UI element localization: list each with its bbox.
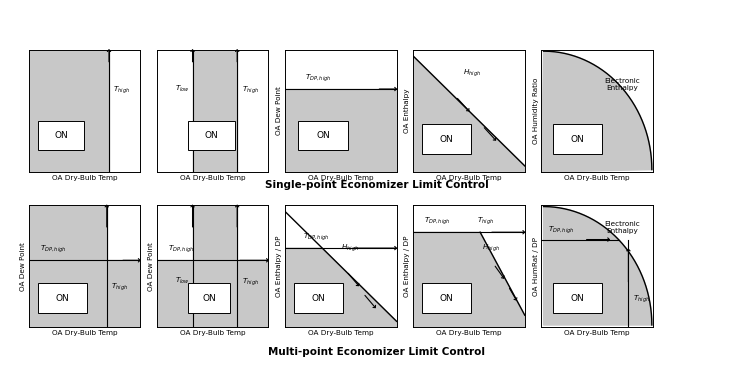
X-axis label: OA Dry-Bulb Temp: OA Dry-Bulb Temp xyxy=(436,330,502,336)
Bar xyxy=(294,283,343,313)
X-axis label: OA Dry-Bulb Temp: OA Dry-Bulb Temp xyxy=(308,175,374,181)
Bar xyxy=(553,283,602,313)
Text: ON: ON xyxy=(440,294,454,303)
Text: $T_{high}$: $T_{high}$ xyxy=(241,276,259,287)
Text: $T_{DP,high}$: $T_{DP,high}$ xyxy=(548,224,575,236)
Y-axis label: OA Dew Point: OA Dew Point xyxy=(148,242,154,291)
Text: ON: ON xyxy=(55,294,69,303)
Text: ON: ON xyxy=(440,135,454,144)
Text: $T_{high}$: $T_{high}$ xyxy=(241,84,259,95)
X-axis label: OA Dry-Bulb Temp: OA Dry-Bulb Temp xyxy=(308,330,374,336)
Y-axis label: OA Enthalpy: OA Enthalpy xyxy=(404,89,410,133)
Text: ON: ON xyxy=(570,135,584,144)
Text: $T_{DP,high}$: $T_{DP,high}$ xyxy=(303,232,329,243)
Text: $T_{DP,high}$: $T_{DP,high}$ xyxy=(425,216,451,227)
Bar xyxy=(299,121,348,150)
Text: $H_{high}$: $H_{high}$ xyxy=(341,243,359,254)
Y-axis label: OA Dew Point: OA Dew Point xyxy=(276,87,282,135)
Y-axis label: OA Humidity Ratio: OA Humidity Ratio xyxy=(532,78,538,144)
Text: ON: ON xyxy=(570,294,584,303)
Text: $T_{high}$: $T_{high}$ xyxy=(633,293,650,305)
X-axis label: OA Dry-Bulb Temp: OA Dry-Bulb Temp xyxy=(179,175,246,181)
Text: Multi-point Economizer Limit Control: Multi-point Economizer Limit Control xyxy=(268,347,486,357)
X-axis label: OA Dry-Bulb Temp: OA Dry-Bulb Temp xyxy=(436,175,502,181)
Bar xyxy=(553,124,602,154)
Polygon shape xyxy=(413,56,525,172)
Y-axis label: OA Enthalpy / DP: OA Enthalpy / DP xyxy=(404,236,410,297)
Text: $T_{low}$: $T_{low}$ xyxy=(175,276,190,286)
X-axis label: OA Dry-Bulb Temp: OA Dry-Bulb Temp xyxy=(51,175,118,181)
Y-axis label: OA Enthalpy / DP: OA Enthalpy / DP xyxy=(276,236,282,297)
Text: $T_{low}$: $T_{low}$ xyxy=(175,84,190,94)
Text: ON: ON xyxy=(202,294,216,303)
Text: $T_{DP,high}$: $T_{DP,high}$ xyxy=(40,244,66,255)
Y-axis label: OA Dew Point: OA Dew Point xyxy=(20,242,26,291)
Text: Electronic
Enthalpy: Electronic Enthalpy xyxy=(604,78,639,91)
Text: ON: ON xyxy=(311,294,326,303)
Text: $H_{high}$: $H_{high}$ xyxy=(464,68,482,79)
Text: $T_{DP,high}$: $T_{DP,high}$ xyxy=(168,244,195,255)
Polygon shape xyxy=(541,51,652,172)
Bar xyxy=(188,283,231,313)
Text: Single-point Economizer Limit Control: Single-point Economizer Limit Control xyxy=(265,180,489,190)
X-axis label: OA Dry-Bulb Temp: OA Dry-Bulb Temp xyxy=(564,330,630,336)
Bar xyxy=(422,124,471,154)
Polygon shape xyxy=(544,206,652,325)
Bar xyxy=(38,121,84,150)
Text: ON: ON xyxy=(204,131,219,140)
Polygon shape xyxy=(413,232,525,327)
Bar xyxy=(422,283,471,313)
Text: $H_{high}$: $H_{high}$ xyxy=(483,243,501,254)
X-axis label: OA Dry-Bulb Temp: OA Dry-Bulb Temp xyxy=(564,175,630,181)
Text: $T_{high}$: $T_{high}$ xyxy=(477,216,495,227)
Bar xyxy=(38,283,87,313)
X-axis label: OA Dry-Bulb Temp: OA Dry-Bulb Temp xyxy=(51,330,118,336)
Text: $T_{DP,high}$: $T_{DP,high}$ xyxy=(305,73,332,84)
Polygon shape xyxy=(285,248,397,327)
Text: Electronic
Enthalpy: Electronic Enthalpy xyxy=(604,221,639,234)
X-axis label: OA Dry-Bulb Temp: OA Dry-Bulb Temp xyxy=(179,330,246,336)
Text: $T_{high}$: $T_{high}$ xyxy=(112,281,128,293)
Text: ON: ON xyxy=(316,131,329,140)
Y-axis label: OA HumRat / DP: OA HumRat / DP xyxy=(532,237,538,296)
Text: ON: ON xyxy=(54,131,68,140)
Bar xyxy=(188,121,235,150)
Text: $T_{high}$: $T_{high}$ xyxy=(113,84,130,95)
